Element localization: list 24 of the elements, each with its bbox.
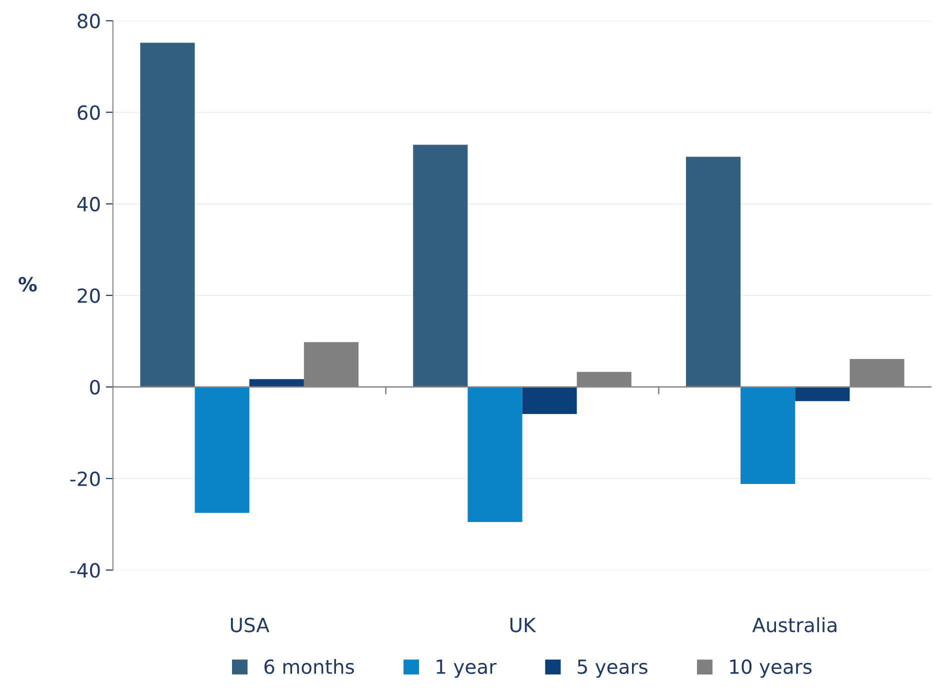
bar xyxy=(249,379,304,387)
y-tick-label: -20 xyxy=(70,471,100,486)
bar xyxy=(522,386,577,414)
bar xyxy=(468,386,522,522)
y-tick-label: 40 xyxy=(77,196,100,212)
bar xyxy=(795,386,850,402)
legend-label: 5 years xyxy=(578,660,648,678)
y-axis-title: % xyxy=(18,276,37,292)
x-tick-label: Australia xyxy=(752,617,836,632)
legend-label: 1 year xyxy=(436,660,497,678)
legend-label: 6 months xyxy=(264,658,354,674)
y-tick-label: 0 xyxy=(90,380,100,395)
x-tick-label: USA xyxy=(230,618,270,632)
legend-label: 10 years xyxy=(730,659,812,678)
bar xyxy=(413,144,468,387)
y-tick-label: 60 xyxy=(78,105,100,120)
bar xyxy=(194,386,250,513)
y-tick-label: -40 xyxy=(70,563,100,578)
y-tick-label: 20 xyxy=(78,288,100,304)
bar xyxy=(140,42,195,387)
bar xyxy=(740,386,796,484)
y-tick-label: 80 xyxy=(78,14,100,28)
x-tick-label: UK xyxy=(510,618,536,632)
bar xyxy=(686,156,741,387)
